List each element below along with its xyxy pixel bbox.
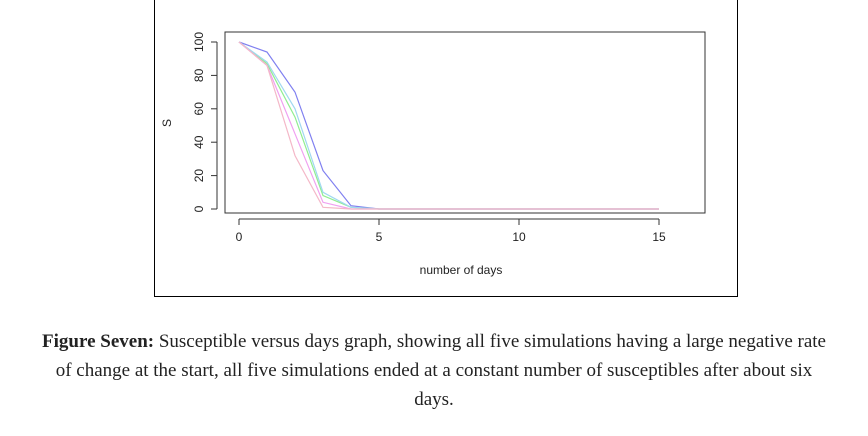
series-line-2 <box>238 41 659 210</box>
y-tick-label: 60 <box>192 102 206 116</box>
y-tick-label: 40 <box>192 135 206 149</box>
x-tick-label: 5 <box>376 230 383 244</box>
x-tick-label: 10 <box>512 230 526 244</box>
figure-frame: 0 5 10 15 0 20 40 60 80 100 number of days S <box>154 0 738 297</box>
caption-label: Figure Seven: <box>42 331 155 352</box>
series-line-4 <box>238 41 659 210</box>
x-tick-label: 0 <box>236 230 243 244</box>
x-axis: 0 5 10 15 <box>236 218 666 244</box>
y-axis-label: S <box>160 119 174 127</box>
y-tick-label: 20 <box>192 169 206 183</box>
y-tick-label: 80 <box>192 68 206 82</box>
y-axis: 0 20 40 60 80 100 <box>192 32 218 212</box>
series-line-1 <box>238 41 659 210</box>
series-line-5 <box>238 41 659 210</box>
y-tick-label: 100 <box>192 32 206 52</box>
y-tick-label: 0 <box>192 205 206 212</box>
series-line-3 <box>238 41 659 210</box>
x-tick-label: 15 <box>652 230 666 244</box>
caption-text: Susceptible versus days graph, showing a… <box>55 331 826 410</box>
line-chart: 0 5 10 15 0 20 40 60 80 100 number of days S <box>160 31 706 277</box>
series-layer <box>238 41 659 210</box>
plot-box <box>224 31 706 214</box>
figure-caption: Figure Seven: Susceptible versus days gr… <box>40 327 828 414</box>
x-axis-label: number of days <box>420 263 503 277</box>
